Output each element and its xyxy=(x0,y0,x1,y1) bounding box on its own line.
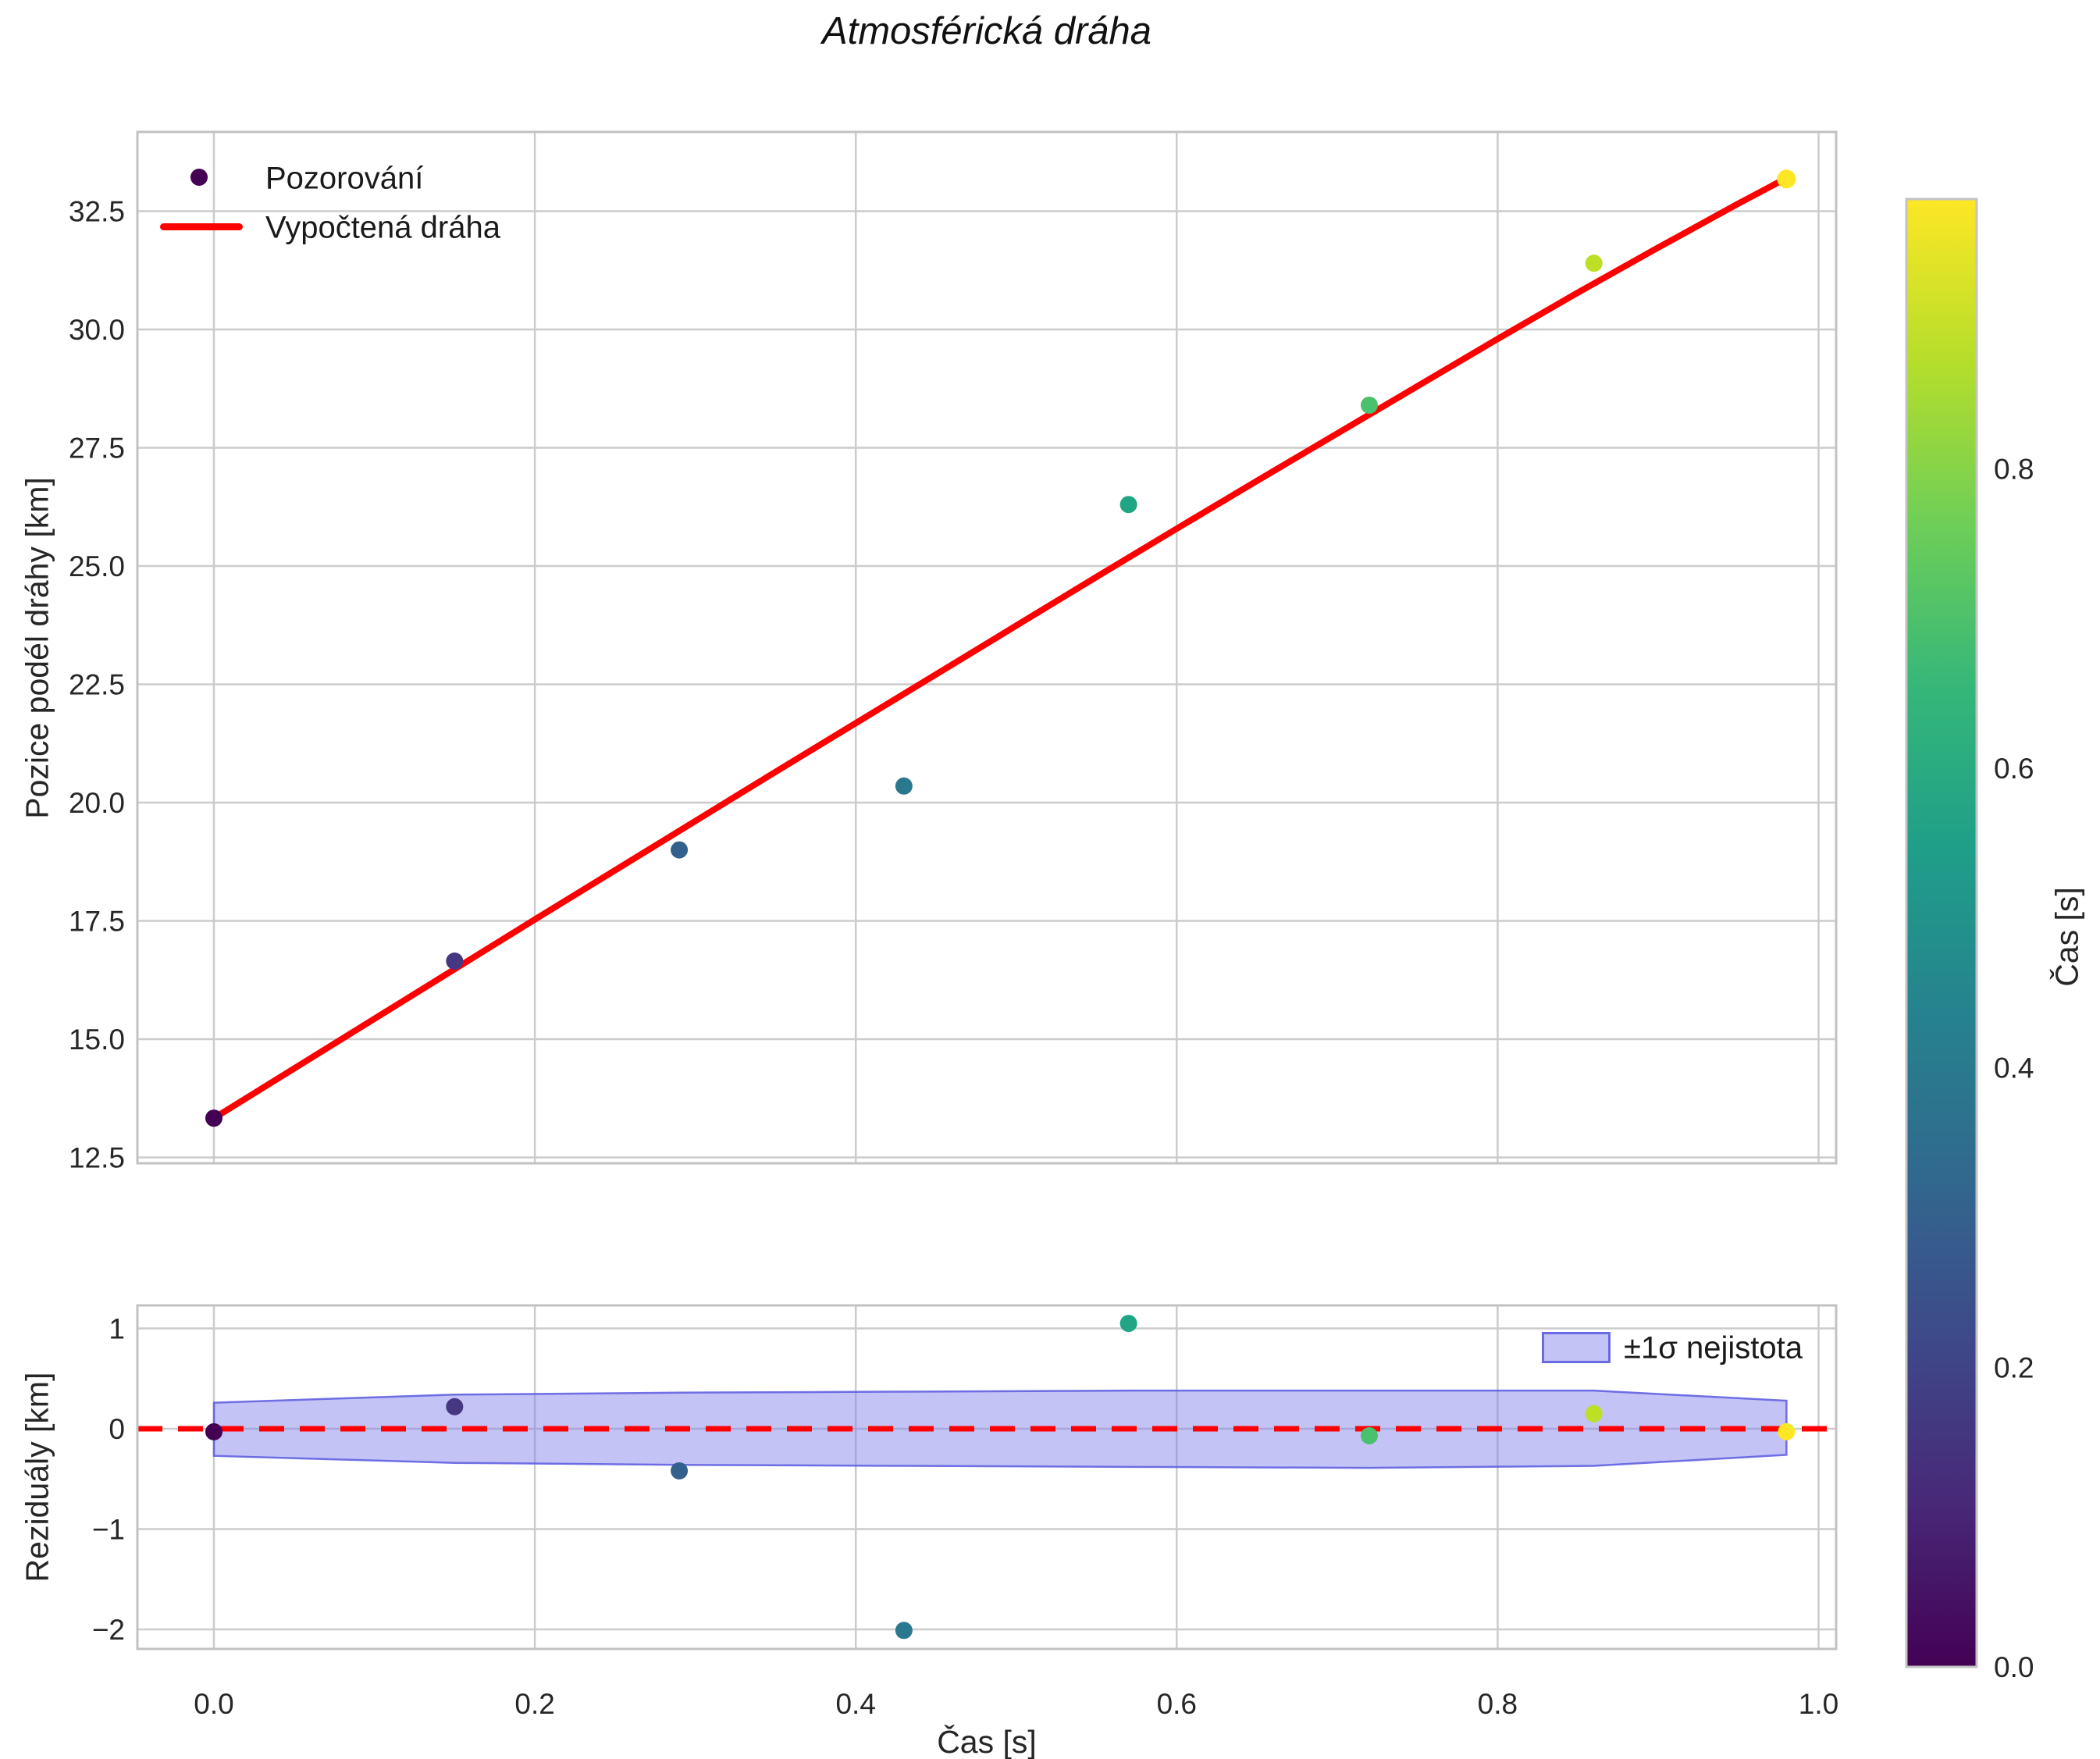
residual-y-tick-label: −1 xyxy=(92,1514,125,1546)
x-axis-label: Čas [s] xyxy=(937,1724,1037,1759)
residual-point xyxy=(671,1462,689,1479)
legend-fit-label: Vypočtená dráha xyxy=(265,210,500,245)
x-tick-label: 1.0 xyxy=(1799,1688,1838,1720)
observation-point xyxy=(1360,396,1378,414)
residual-y-tick-label: 1 xyxy=(109,1313,125,1345)
colorbar-tick-label: 0.4 xyxy=(1994,1052,2034,1084)
residual-point xyxy=(446,1398,464,1415)
x-tick-label: 0.6 xyxy=(1157,1688,1197,1720)
legend-fit-line-swatch-icon xyxy=(160,223,243,230)
residual-y-tick-label: 0 xyxy=(109,1413,125,1445)
y-tick-label: 32.5 xyxy=(69,196,125,228)
colorbar-bar xyxy=(1905,198,1978,1668)
y-tick-label: 15.0 xyxy=(69,1024,125,1056)
colorbar-tick-label: 0.2 xyxy=(1994,1351,2034,1383)
x-tick-label: 0.4 xyxy=(835,1688,875,1720)
observation-point xyxy=(1777,169,1796,189)
main-y-axis-label: Pozice podél dráhy [km] xyxy=(19,477,55,819)
observation-point xyxy=(671,841,689,859)
y-tick-label: 17.5 xyxy=(69,906,125,938)
main-axes-spine xyxy=(136,130,1838,1165)
y-tick-label: 30.0 xyxy=(69,314,125,346)
y-tick-label: 22.5 xyxy=(69,669,125,701)
legend-observations-marker-icon xyxy=(190,169,208,186)
colorbar-label: Čas [s] xyxy=(2048,887,2085,987)
x-tick-label: 0.8 xyxy=(1478,1688,1518,1720)
y-tick-label: 27.5 xyxy=(69,433,125,465)
chart-title: Atmosférická dráha xyxy=(821,10,1152,52)
residual-y-tick-label: −2 xyxy=(92,1614,125,1646)
fit-line xyxy=(211,175,1790,1122)
legend-band-label: ±1σ nejistota xyxy=(1624,1330,1803,1366)
residual-point xyxy=(895,1622,913,1640)
y-tick-label: 25.0 xyxy=(69,550,125,582)
residual-point xyxy=(1778,1423,1796,1440)
residual-y-axis-label: Reziduály [km] xyxy=(19,1372,55,1583)
x-tick-label: 0.0 xyxy=(194,1688,233,1720)
observation-point xyxy=(895,777,913,795)
residual-point xyxy=(1585,1405,1603,1423)
residual-point xyxy=(205,1423,222,1440)
colorbar-tick-label: 0.0 xyxy=(1994,1651,2034,1683)
legend-band-swatch-icon xyxy=(1542,1332,1611,1363)
observation-point xyxy=(1119,496,1137,514)
observation-point xyxy=(446,952,464,970)
observation-point xyxy=(205,1109,222,1127)
residual-axes-spine xyxy=(136,1304,1838,1650)
y-tick-label: 20.0 xyxy=(69,787,125,819)
x-tick-label: 0.2 xyxy=(514,1688,554,1720)
residual-point xyxy=(1360,1426,1378,1444)
y-tick-label: 12.5 xyxy=(69,1142,125,1174)
legend-observations-label: Pozorování xyxy=(265,161,424,196)
residual-point xyxy=(1119,1315,1137,1333)
colorbar-tick-label: 0.8 xyxy=(1994,453,2034,485)
observation-point xyxy=(1585,255,1603,272)
colorbar-tick-label: 0.6 xyxy=(1994,753,2034,785)
